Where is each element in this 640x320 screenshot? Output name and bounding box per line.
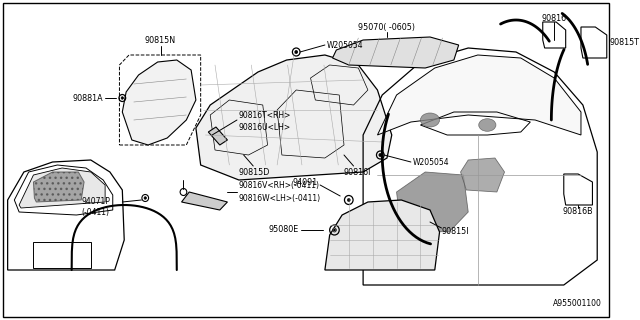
Ellipse shape — [121, 97, 124, 99]
Text: 90816V<RH>(-0411): 90816V<RH>(-0411) — [239, 180, 320, 189]
Text: 94091: 94091 — [293, 178, 318, 187]
Polygon shape — [397, 172, 468, 232]
Polygon shape — [461, 158, 504, 192]
Text: 95080E: 95080E — [269, 226, 299, 235]
Text: W205054: W205054 — [413, 157, 449, 166]
Text: 90816U<LH>: 90816U<LH> — [239, 123, 291, 132]
Text: A955001100: A955001100 — [553, 299, 602, 308]
Polygon shape — [378, 55, 581, 135]
Text: 94071P: 94071P — [81, 197, 110, 206]
Polygon shape — [333, 37, 459, 68]
Polygon shape — [196, 55, 392, 180]
Text: W205054: W205054 — [327, 41, 364, 50]
Text: 90815N: 90815N — [145, 36, 176, 44]
Ellipse shape — [379, 154, 381, 156]
Text: 95070( -0605): 95070( -0605) — [358, 22, 415, 31]
Polygon shape — [208, 127, 227, 145]
Ellipse shape — [479, 119, 496, 131]
Text: 90816B: 90816B — [563, 207, 593, 217]
Text: 90815T: 90815T — [610, 37, 639, 46]
Ellipse shape — [295, 51, 298, 53]
Ellipse shape — [348, 198, 350, 202]
Ellipse shape — [333, 228, 337, 232]
Text: 90816T<RH>: 90816T<RH> — [239, 110, 291, 119]
Polygon shape — [182, 192, 227, 210]
Text: 90881A: 90881A — [72, 93, 103, 102]
Text: 90816: 90816 — [541, 13, 567, 22]
Ellipse shape — [333, 229, 335, 231]
Text: 90816W<LH>(-0411): 90816W<LH>(-0411) — [239, 194, 321, 203]
Text: 90816I: 90816I — [344, 167, 371, 177]
Text: 90815I: 90815I — [442, 228, 469, 236]
Text: (-0411): (-0411) — [81, 209, 109, 218]
Polygon shape — [19, 168, 105, 208]
Polygon shape — [325, 200, 440, 270]
Polygon shape — [33, 172, 84, 202]
Polygon shape — [122, 60, 196, 145]
Text: 90815D: 90815D — [239, 167, 270, 177]
Ellipse shape — [348, 199, 349, 201]
Ellipse shape — [420, 113, 440, 127]
Ellipse shape — [144, 197, 147, 199]
